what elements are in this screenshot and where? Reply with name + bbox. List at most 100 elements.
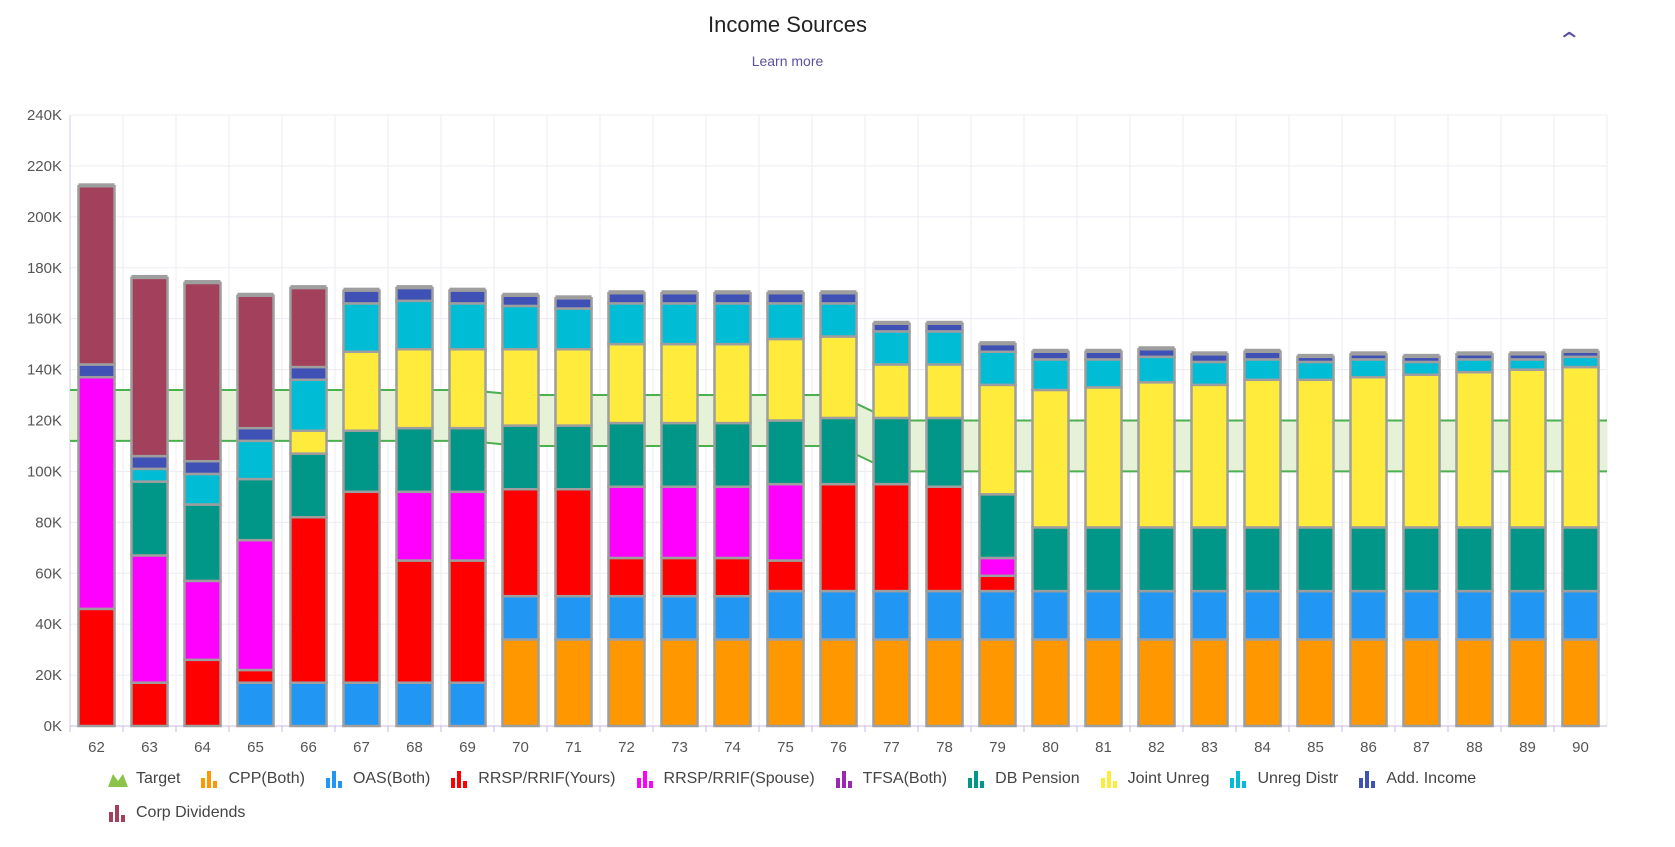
legend-item[interactable]: OAS(Both) (325, 770, 430, 788)
bar-segment (236, 477, 275, 542)
x-tick-label: 64 (194, 739, 211, 756)
bar-segment (766, 291, 805, 305)
bar-cap (1350, 351, 1387, 355)
bar-segment (978, 574, 1017, 593)
bar-stack (1243, 348, 1282, 728)
bar-segment (501, 487, 540, 598)
bar-segment (395, 299, 434, 351)
bar-segment (501, 638, 540, 728)
bar-segment (77, 375, 116, 611)
bar-segment (660, 421, 699, 488)
x-tick-label: 86 (1360, 739, 1377, 756)
bar-segment (1137, 381, 1176, 529)
bar-segment (1137, 526, 1176, 593)
bar-chart-icon (968, 771, 985, 788)
bar-stack (1190, 351, 1229, 728)
bar-segment (660, 485, 699, 560)
bar-segment (1508, 368, 1547, 529)
x-tick-label: 81 (1095, 739, 1112, 756)
bar-stack (1349, 351, 1388, 728)
bar-segment (1190, 383, 1229, 529)
chevron-up-icon[interactable]: ⌃ (1556, 28, 1583, 53)
bar-segment (1031, 350, 1070, 361)
bar-cap (873, 320, 910, 324)
bar-segment (1349, 638, 1388, 728)
x-tick-label: 68 (406, 739, 423, 756)
bar-cap (1191, 351, 1228, 355)
bar-segment (130, 454, 169, 471)
bar-segment (1190, 526, 1229, 593)
bar-segment (342, 350, 381, 432)
bar-stack (289, 285, 328, 728)
bar-stack (872, 320, 911, 728)
legend-item[interactable]: Unreg Distr (1229, 770, 1338, 788)
legend-item[interactable]: RRSP/RRIF(Spouse) (636, 770, 815, 788)
bar-segment (1402, 373, 1441, 529)
bar-segment (766, 419, 805, 486)
bar-chart-icon (1100, 771, 1117, 788)
bar-segment (1455, 589, 1494, 641)
legend-item[interactable]: CPP(Both) (200, 770, 305, 788)
x-tick-label: 89 (1519, 739, 1536, 756)
legend-label: Target (136, 770, 181, 787)
legend-label: Corp Dividends (136, 804, 246, 821)
bar-segment (925, 330, 964, 366)
bar-stack (1455, 351, 1494, 728)
bar-segment (872, 482, 911, 593)
learn-more-link[interactable]: Learn more (751, 53, 824, 69)
bar-segment (289, 378, 328, 432)
legend-label: RRSP/RRIF(Spouse) (663, 770, 815, 787)
bar-segment (1243, 378, 1282, 529)
bar-segment (1296, 378, 1335, 529)
x-tick-label: 75 (777, 739, 794, 756)
legend-item[interactable]: Joint Unreg (1100, 770, 1209, 788)
bar-segment (925, 416, 964, 488)
y-tick-label: 100K (27, 463, 62, 480)
bar-stack (1296, 353, 1335, 728)
legend-item[interactable]: TFSA(Both) (835, 770, 947, 788)
bar-segment (1137, 589, 1176, 641)
bar-segment (1561, 365, 1600, 529)
bar-segment (554, 638, 593, 728)
bar-cap (343, 287, 380, 291)
bar-segment (1031, 388, 1070, 529)
bar-segment (766, 638, 805, 728)
bar-cap (608, 290, 645, 294)
bar-segment (978, 350, 1017, 387)
legend-item[interactable]: DB Pension (967, 770, 1080, 788)
bar-segment (77, 185, 116, 366)
bar-segment (342, 681, 381, 728)
bar-segment (554, 487, 593, 598)
bar-segment (501, 294, 540, 308)
bar-segment (607, 421, 646, 488)
bar-segment (660, 556, 699, 598)
bar-cap (237, 292, 274, 296)
bar-cap (1032, 348, 1069, 352)
bar-cap (1138, 346, 1175, 350)
bar-segment (448, 347, 487, 430)
legend-label: Unreg Distr (1257, 770, 1339, 787)
y-tick-label: 40K (35, 616, 62, 633)
bar-segment (1561, 355, 1600, 369)
legend-label: Add. Income (1386, 770, 1477, 787)
bar-segment (289, 515, 328, 684)
bar-segment (925, 485, 964, 593)
bar-segment (1561, 589, 1600, 641)
bar-segment (1455, 370, 1494, 529)
x-tick-label: 84 (1254, 739, 1271, 756)
legend-item[interactable]: Add. Income (1358, 770, 1476, 788)
legend-item[interactable]: Target (108, 770, 180, 788)
bar-segment (395, 559, 434, 684)
bar-segment (607, 638, 646, 728)
legend-item[interactable]: Corp Dividends (108, 804, 245, 822)
bar-segment (1031, 638, 1070, 728)
bar-cap (661, 290, 698, 294)
legend-item[interactable]: RRSP/RRIF(Yours) (450, 770, 616, 788)
bar-stack (1137, 346, 1176, 728)
bar-segment (554, 594, 593, 641)
bar-segment (819, 335, 858, 420)
bar-chart-icon (835, 771, 852, 788)
bar-segment (1137, 355, 1176, 384)
bar-segment (342, 302, 381, 354)
bar-segment (289, 452, 328, 519)
